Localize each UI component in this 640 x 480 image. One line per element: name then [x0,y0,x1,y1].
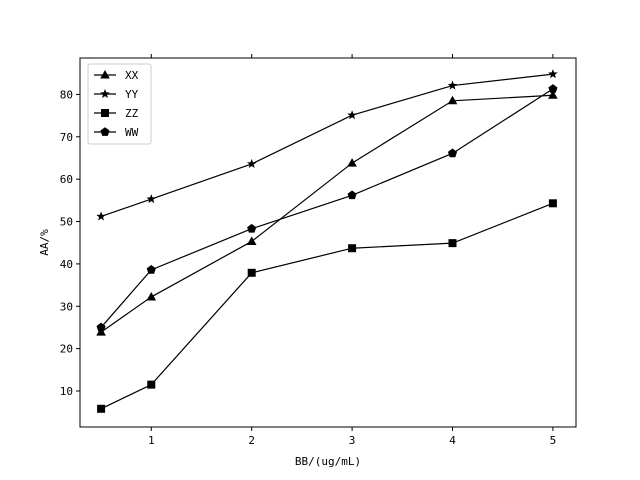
data-point-ww [96,322,106,332]
legend-label-ww: WW [125,126,139,139]
legend-box [87,63,152,145]
series-line-zz [100,202,554,410]
data-point-ww [146,265,156,274]
data-point-ww [247,223,257,233]
series-line-ww [100,88,554,328]
series-layer [96,69,558,413]
y-tick-label: 40 [60,258,73,271]
data-point-zz [448,239,457,248]
data-point-yy [548,69,558,79]
y-axis-label: AA/% [38,229,51,256]
plot-border [79,57,577,428]
legend-label-zz: ZZ [125,107,139,120]
legend-marker-ww [100,127,110,136]
data-point-zz [348,244,357,253]
legend-label-yy: YY [125,88,139,101]
data-point-zz [147,380,156,389]
y-tick-label: 50 [60,216,73,229]
x-axis-label: BB/(ug/mL) [295,455,361,468]
data-point-xx [246,236,257,245]
data-point-xx [548,90,558,99]
y-tick-label: 30 [60,300,73,313]
data-point-xx [96,327,106,336]
series-ww [96,84,558,332]
x-tick-label: 1 [148,434,155,447]
data-point-xx [447,95,458,105]
data-point-yy [347,110,357,120]
x-tick-label: 3 [349,434,356,447]
y-tick-label: 20 [60,343,73,356]
legend-marker-xx [100,70,110,79]
data-point-yy [146,194,157,204]
y-tick-label: 80 [60,88,73,101]
y-tick-label: 60 [60,173,73,186]
data-point-xx [146,291,157,301]
legend: XX YY ZZ WW [87,63,152,145]
series-line-xx [100,94,553,333]
series-line-yy [100,73,553,218]
data-point-yy [246,158,257,168]
plot-frame [79,57,577,428]
data-point-xx [347,158,357,167]
y-tick-label: 10 [60,385,73,398]
data-point-yy [96,211,106,221]
legend-label-xx: XX [125,69,139,82]
y-axis: 10 20 30 40 50 60 70 80 [60,88,80,398]
series-zz [97,199,557,413]
data-point-zz [97,404,106,413]
data-point-yy [447,80,458,90]
data-point-ww [447,148,458,158]
data-point-ww [548,84,558,93]
legend-marker-zz [101,109,109,117]
x-tick-label: 5 [550,434,557,447]
x-tick-label: 2 [248,434,255,447]
y-tick-label: 70 [60,131,73,144]
x-axis: 1 2 3 4 5 [148,54,556,447]
x-tick-label: 4 [449,434,456,447]
data-point-ww [347,190,357,200]
series-yy [96,69,558,221]
data-point-zz [247,268,256,277]
legend-marker-yy [100,89,110,99]
data-point-zz [548,199,557,208]
series-xx [96,90,558,336]
